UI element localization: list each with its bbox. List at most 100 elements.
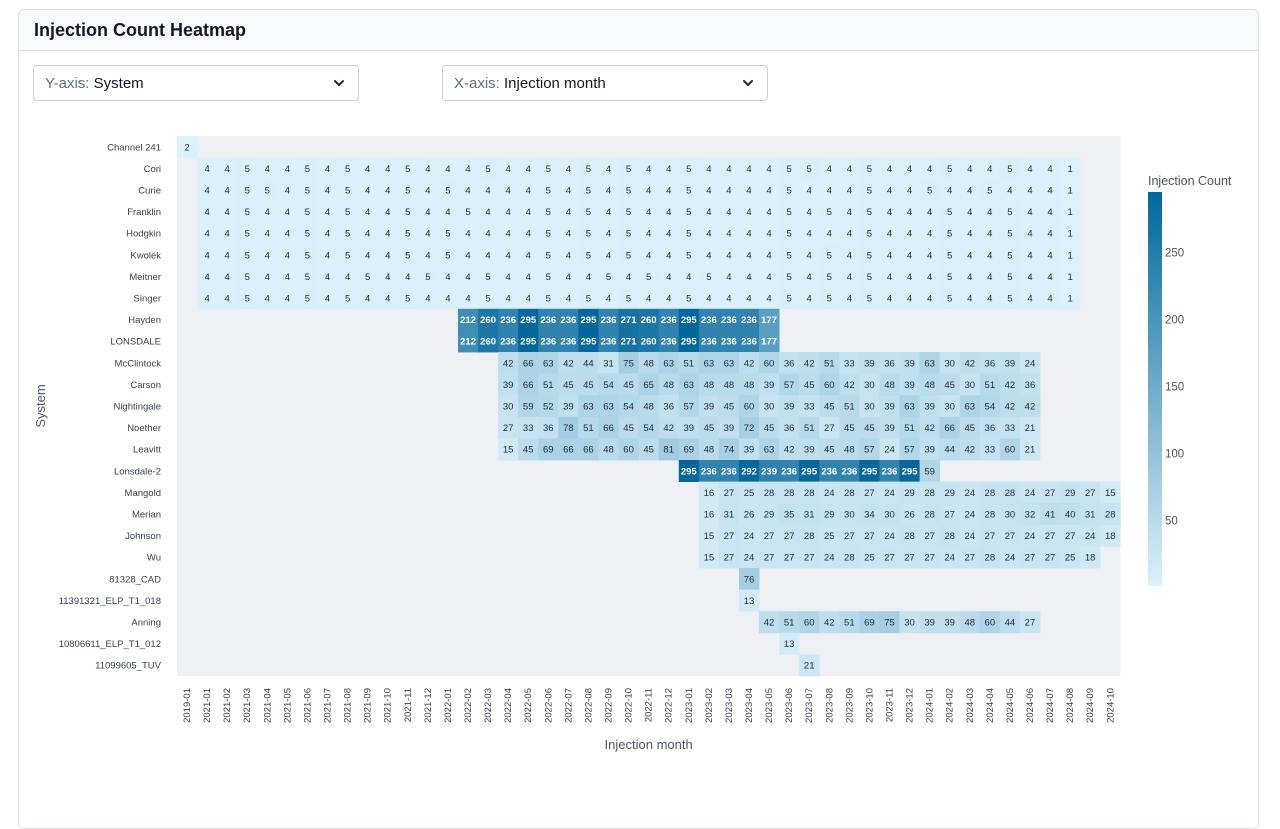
heatmap-cell: [759, 179, 780, 202]
heatmap-cell: [297, 265, 318, 288]
heatmap-cell: [558, 157, 579, 180]
cell-label: 24: [1025, 488, 1036, 499]
heatmap-cell: [618, 438, 640, 461]
x-axis-select-text: X-axis: Injection month: [454, 75, 606, 92]
heatmap-cell: [397, 244, 419, 266]
heatmap-cell: [859, 416, 880, 439]
heatmap-cell: [1080, 546, 1101, 569]
heatmap-cell: [457, 330, 479, 353]
heatmap-cell: [377, 265, 399, 288]
cell-label: 51: [543, 380, 554, 391]
y-axis-select[interactable]: Y-axis: System: [33, 65, 359, 101]
cell-label: 4: [485, 207, 490, 218]
cell-label: 27: [724, 488, 735, 499]
cell-label: 39: [924, 402, 935, 413]
heatmap-cell: [799, 265, 820, 288]
heatmap-cell: [698, 222, 720, 245]
heatmap-cell: [658, 200, 680, 223]
heatmap-cell: [618, 265, 640, 288]
cell-label: 236: [560, 337, 576, 348]
cell-label: 4: [1047, 272, 1052, 283]
cell-label: 4: [1047, 294, 1052, 305]
heatmap-cell: [939, 438, 961, 461]
heatmap-cell: [979, 481, 1001, 504]
heatmap-cell: [759, 481, 780, 504]
cell-label: 4: [285, 294, 290, 305]
heatmap-cell: [738, 222, 760, 245]
cell-label: 5: [947, 164, 952, 175]
heatmap-cell: [678, 222, 700, 245]
heatmap-cell: [979, 373, 1001, 396]
heatmap-cell: [478, 222, 499, 245]
cell-label: 4: [746, 207, 751, 218]
heatmap-cell: [839, 611, 860, 634]
heatmap-cell: [538, 287, 559, 310]
cell-label: 5: [445, 229, 450, 240]
heatmap-cell: [959, 287, 981, 310]
cell-label: 42: [1005, 380, 1016, 391]
cell-label: 31: [603, 358, 614, 369]
cell-label: 45: [623, 380, 634, 391]
heatmap-cell: [738, 460, 760, 482]
cell-label: 5: [947, 229, 952, 240]
heatmap-cell: [1019, 352, 1041, 374]
x-tick-label: 2023-11: [884, 688, 895, 722]
cell-label: 4: [325, 294, 330, 305]
heatmap-cell: [799, 503, 820, 526]
cell-label: 5: [686, 164, 691, 175]
heatmap-cell: [538, 244, 559, 266]
cell-label: 5: [245, 207, 250, 218]
heatmap-cell: [618, 308, 640, 331]
cell-label: 4: [907, 272, 912, 283]
x-tick-label: 2023-02: [704, 688, 715, 723]
cell-label: 4: [927, 294, 932, 305]
heatmap-cell: [698, 373, 720, 396]
heatmap-cell: [879, 244, 900, 266]
heatmap-cell: [638, 308, 660, 331]
cell-label: 5: [947, 272, 952, 283]
heatmap-cell: [518, 330, 539, 353]
heatmap-cell: [839, 244, 860, 266]
cell-label: 54: [985, 402, 996, 413]
cell-label: 24: [884, 531, 895, 542]
cell-label: 5: [405, 294, 410, 305]
cell-label: 35: [784, 510, 795, 521]
cell-label: 5: [546, 229, 551, 240]
heatmap-cell: [759, 330, 780, 353]
heatmap-cell: [759, 244, 780, 266]
cell-label: 5: [345, 207, 350, 218]
cell-label: 28: [985, 488, 996, 499]
heatmap-cell: [899, 200, 920, 223]
cell-label: 5: [345, 186, 350, 197]
heatmap-cell: [498, 287, 519, 310]
heatmap-cell: [919, 460, 941, 482]
cell-label: 39: [683, 423, 694, 434]
heatmap-cell: [377, 287, 399, 310]
cell-label: 4: [204, 164, 209, 175]
cell-label: 4: [947, 186, 952, 197]
heatmap-cell: [518, 157, 539, 180]
heatmap-cell: [1019, 287, 1041, 310]
heatmap-cell: [638, 352, 660, 374]
heatmap-cell: [257, 244, 278, 266]
cell-label: 4: [265, 272, 270, 283]
heatmap-cell: [979, 438, 1001, 461]
cell-label: 4: [425, 250, 430, 261]
heatmap-cell: [759, 265, 780, 288]
x-tick-label: 2021-01: [202, 688, 213, 723]
cell-label: 1: [1067, 229, 1072, 240]
heatmap-cell: [859, 438, 880, 461]
heatmap-cell: [959, 438, 981, 461]
x-tick-label: 2022-03: [483, 688, 494, 723]
y-axis-title: System: [33, 384, 48, 427]
cell-label: 5: [405, 186, 410, 197]
x-axis-select[interactable]: X-axis: Injection month: [442, 65, 768, 101]
heatmap-cell: [759, 546, 780, 569]
cell-label: 51: [844, 618, 855, 629]
heatmap-cell: [718, 179, 740, 202]
heatmap-cell: [819, 157, 840, 180]
cell-label: 4: [706, 164, 711, 175]
heatmap-cell: [618, 352, 640, 374]
cell-label: 295: [581, 315, 598, 326]
x-tick-label: 2021-10: [383, 688, 394, 723]
